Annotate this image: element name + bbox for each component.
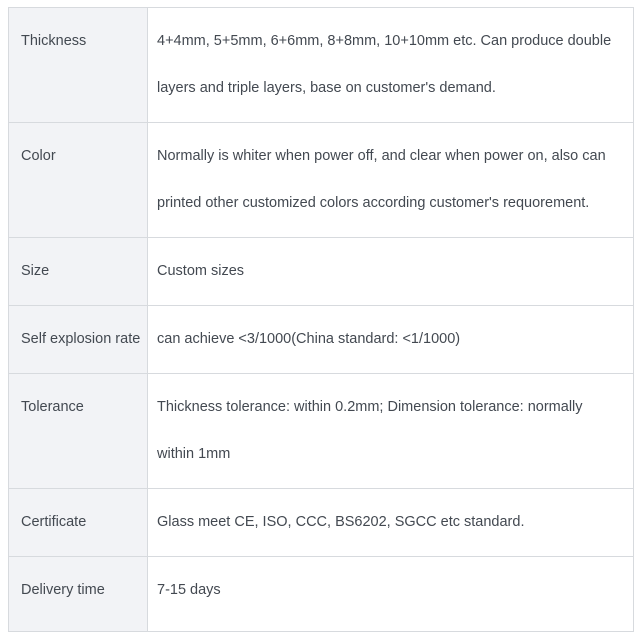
table-row: Self explosion rate can achieve <3/1000(… [8,305,634,374]
table-row: Tolerance Thickness tolerance: within 0.… [8,373,634,489]
spec-value: 7-15 days [147,556,634,632]
spec-label: Certificate [8,488,148,557]
spec-table-body: Thickness 4+4mm, 5+5mm, 6+6mm, 8+8mm, 10… [8,7,634,632]
spec-label: Delivery time [8,556,148,632]
spec-label: Thickness [8,7,148,123]
spec-value: 4+4mm, 5+5mm, 6+6mm, 8+8mm, 10+10mm etc.… [147,7,634,123]
table-row: Thickness 4+4mm, 5+5mm, 6+6mm, 8+8mm, 10… [8,7,634,123]
spec-label: Size [8,237,148,306]
table-row: Size Custom sizes [8,237,634,306]
spec-value: can achieve <3/1000(China standard: <1/1… [147,305,634,374]
spec-value: Normally is whiter when power off, and c… [147,122,634,238]
spec-value: Custom sizes [147,237,634,306]
table-row: Delivery time 7-15 days [8,556,634,632]
spec-label: Color [8,122,148,238]
table-row: Certificate Glass meet CE, ISO, CCC, BS6… [8,488,634,557]
spec-value: Thickness tolerance: within 0.2mm; Dimen… [147,373,634,489]
spec-label: Self explosion rate [8,305,148,374]
spec-table: Thickness 4+4mm, 5+5mm, 6+6mm, 8+8mm, 10… [8,7,634,632]
table-row: Color Normally is whiter when power off,… [8,122,634,238]
spec-value: Glass meet CE, ISO, CCC, BS6202, SGCC et… [147,488,634,557]
spec-label: Tolerance [8,373,148,489]
